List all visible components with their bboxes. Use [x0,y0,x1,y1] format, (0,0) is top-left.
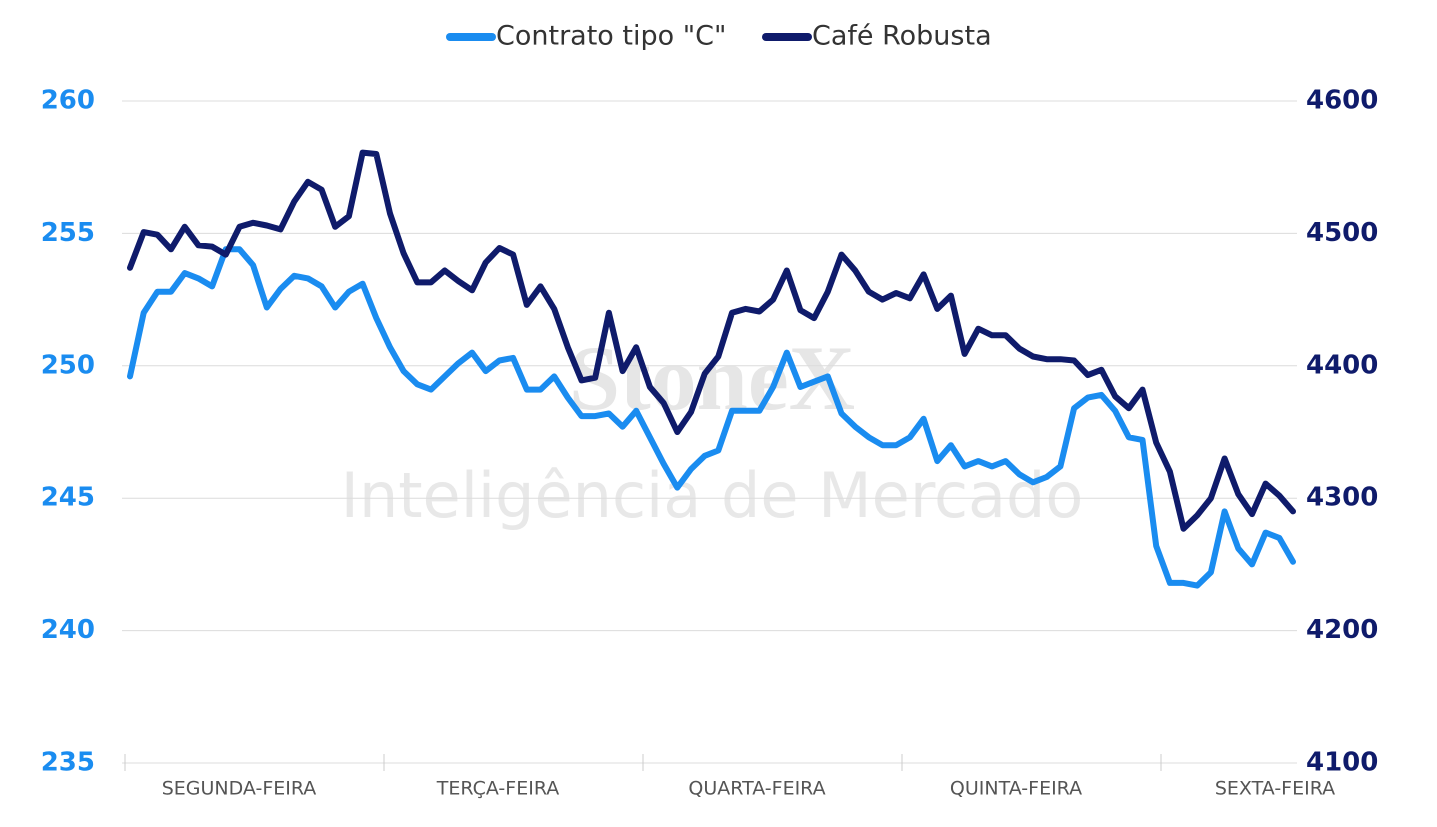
x-tick-label: QUINTA-FEIRA [950,778,1082,800]
legend-label: Café Robusta [812,21,992,52]
y-tick-label: 240 [41,615,95,645]
y2-tick-label: 4300 [1306,483,1378,513]
y-tick-label: 235 [41,748,95,778]
series-line [127,246,1296,589]
series-line [127,149,1296,532]
x-tick-label: QUARTA-FEIRA [688,778,825,800]
y-tick-label: 260 [41,86,95,116]
y-tick-label: 245 [41,483,95,513]
watermark: Inteligência de Mercado [341,459,1084,532]
y2-tick-label: 4400 [1306,350,1378,380]
x-tick-label: SEXTA-FEIRA [1215,778,1335,800]
x-tick-label: SEGUNDA-FEIRA [162,778,317,800]
y2-tick-label: 4500 [1306,218,1378,248]
y-tick-label: 250 [41,350,95,380]
legend-label: Contrato tipo "C" [496,21,726,52]
y2-tick-label: 4100 [1306,748,1378,778]
y2-tick-label: 4200 [1306,615,1378,645]
y-tick-label: 255 [41,218,95,248]
y2-tick-label: 4600 [1306,86,1378,116]
x-tick-label: TERÇA-FEIRA [436,778,560,800]
